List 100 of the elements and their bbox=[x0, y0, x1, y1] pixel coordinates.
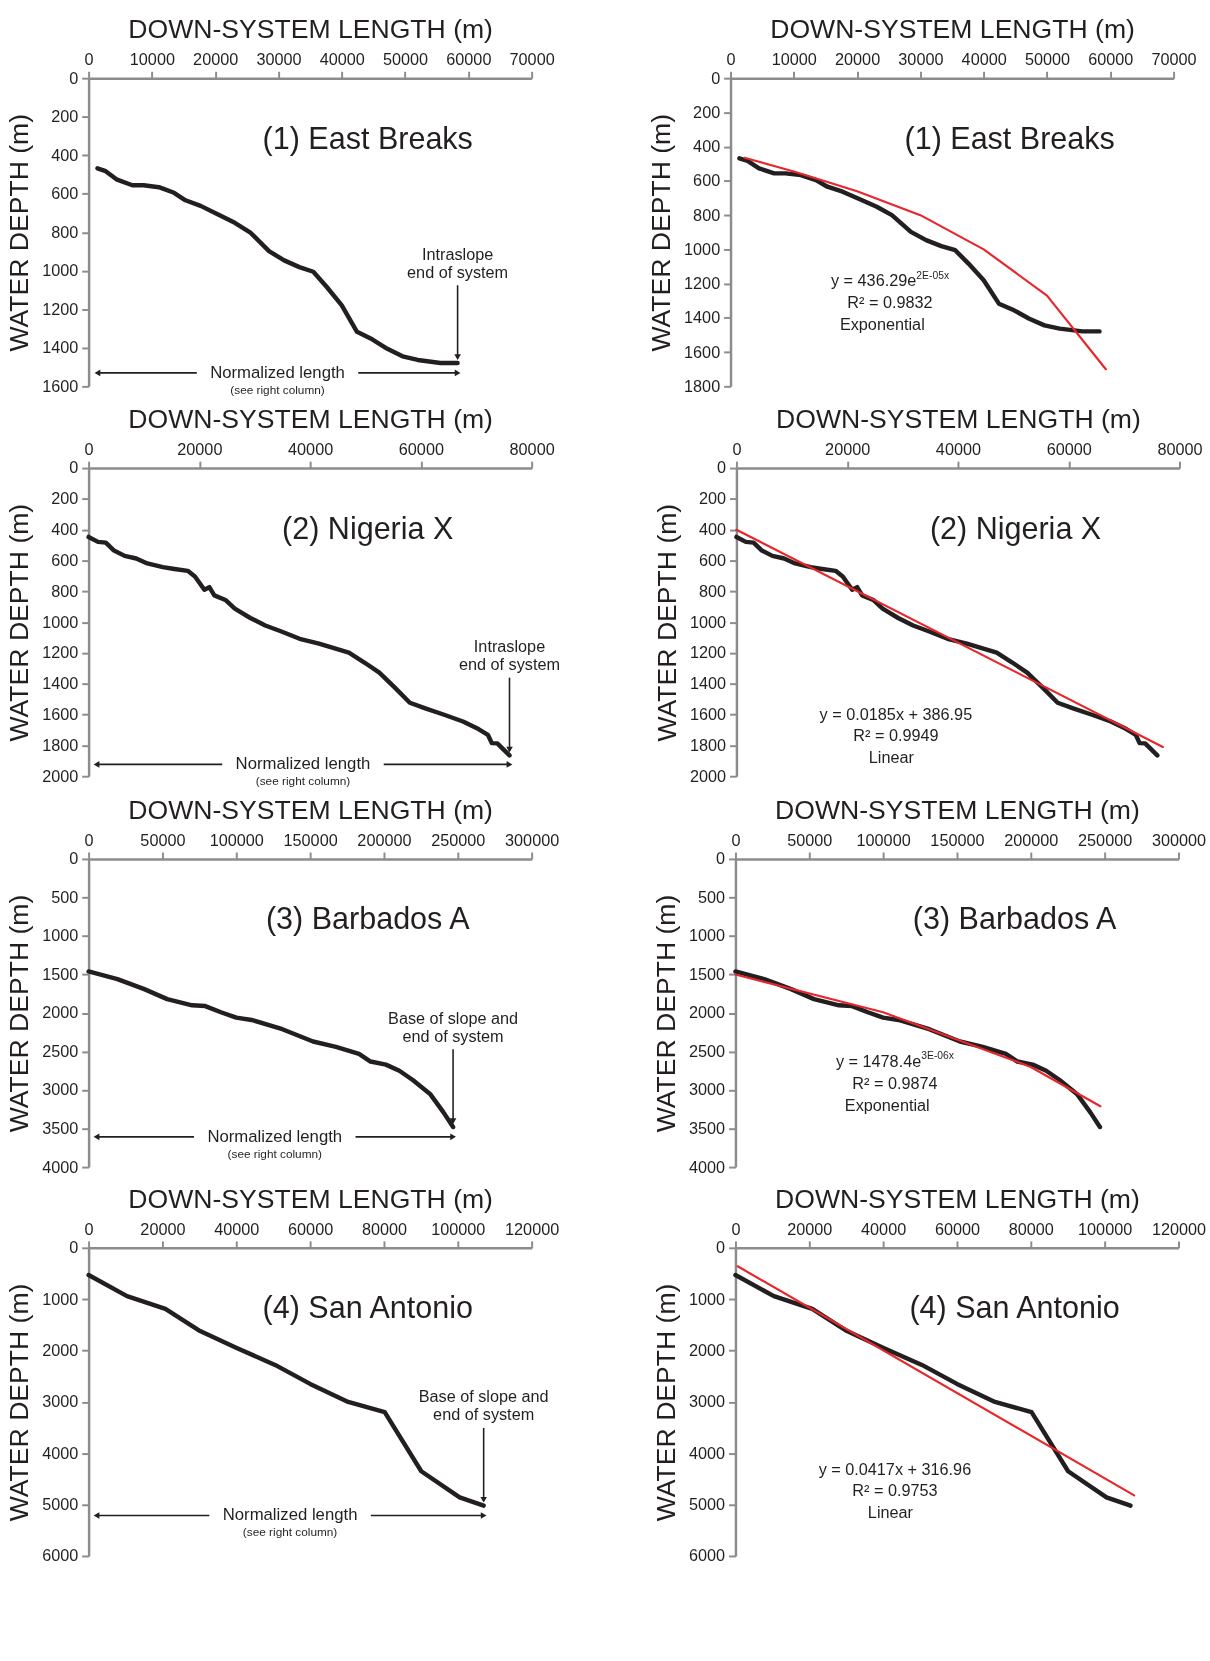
y-tick-label: 0 bbox=[716, 849, 726, 868]
y-tick-label: 1600 bbox=[684, 342, 721, 361]
y-tick-label: 1200 bbox=[684, 274, 721, 293]
y-tick-label: 0 bbox=[69, 458, 79, 477]
y-tick-label: 600 bbox=[699, 550, 727, 569]
y-tick-label: 2000 bbox=[688, 1340, 726, 1359]
y-tick-label: 1400 bbox=[684, 308, 721, 327]
x-tick-label: 120000 bbox=[505, 1219, 560, 1238]
x-tick-label: 300000 bbox=[1151, 830, 1207, 849]
x-tick-label: 20000 bbox=[787, 1219, 833, 1238]
annotation: Exponential bbox=[844, 1095, 930, 1114]
x-tick-label: 20000 bbox=[835, 49, 881, 68]
y-tick-label: 1400 bbox=[42, 338, 79, 357]
annotation: Intraslope end of system bbox=[407, 244, 509, 281]
annotation: Normalized length bbox=[235, 754, 371, 774]
annotation: Linear bbox=[868, 747, 915, 766]
x-tick-label: 80000 bbox=[509, 439, 555, 458]
y-axis-title: WATER DEPTH (m) bbox=[651, 1283, 682, 1522]
y-tick-label: 800 bbox=[693, 205, 721, 224]
x-tick-label: 0 bbox=[84, 830, 94, 849]
x-tick-label: 150000 bbox=[283, 830, 338, 849]
x-tick-label: 80000 bbox=[1157, 439, 1203, 458]
x-tick-label: 60000 bbox=[398, 439, 444, 458]
y-tick-label: 0 bbox=[69, 849, 79, 868]
y-tick-label: 1000 bbox=[42, 612, 79, 631]
y-tick-label: 800 bbox=[699, 581, 727, 600]
y-tick-label: 200 bbox=[51, 107, 79, 126]
x-tick-label: 120000 bbox=[1151, 1219, 1207, 1238]
annotation: Base of slope and end of system bbox=[418, 1387, 549, 1424]
text: (2) Nigeria X bbox=[929, 510, 1102, 546]
x-tick-label: 70000 bbox=[509, 49, 555, 68]
y-tick-label: 1000 bbox=[42, 1289, 79, 1308]
x-tick-label: 250000 bbox=[1078, 830, 1133, 849]
x-tick-label: 200000 bbox=[357, 830, 412, 849]
x-tick-label: 60000 bbox=[288, 1219, 334, 1238]
x-tick-label: 60000 bbox=[446, 49, 492, 68]
x-tick-label: 20000 bbox=[825, 439, 871, 458]
y-tick-label: 1200 bbox=[42, 643, 79, 662]
x-tick-label: 20000 bbox=[177, 439, 223, 458]
y-tick-label: 1800 bbox=[689, 735, 727, 754]
x-tick-label: 300000 bbox=[505, 830, 560, 849]
annotation: Base of slope and end of system bbox=[388, 1008, 519, 1045]
x-tick-label: 60000 bbox=[1046, 439, 1092, 458]
annotation: (see right column) bbox=[227, 1146, 323, 1161]
text: (1) East Breaks bbox=[262, 120, 473, 156]
y-tick-label: 200 bbox=[699, 489, 727, 508]
annotation: R² = 0.9832 bbox=[847, 293, 933, 312]
text: (4) San Antonio bbox=[909, 1290, 1120, 1326]
y-axis-title: WATER DEPTH (m) bbox=[652, 503, 683, 742]
y-tick-label: 500 bbox=[698, 887, 726, 906]
annotation: (see right column) bbox=[230, 382, 325, 397]
annotation: Exponential bbox=[839, 314, 925, 333]
y-tick-label: 3500 bbox=[42, 1118, 79, 1137]
x-tick-label: 20000 bbox=[193, 49, 239, 68]
y-tick-label: 4000 bbox=[42, 1443, 79, 1462]
y-tick-label: 0 bbox=[711, 68, 721, 87]
x-tick-label: 30000 bbox=[256, 49, 302, 68]
y-axis-title: WATER DEPTH (m) bbox=[4, 113, 35, 352]
x-tick-label: 10000 bbox=[771, 49, 817, 68]
x-tick-label: 150000 bbox=[930, 830, 985, 849]
x-tick-label: 40000 bbox=[214, 1219, 260, 1238]
x-tick-label: 100000 bbox=[1078, 1219, 1133, 1238]
y-tick-label: 3000 bbox=[688, 1080, 726, 1099]
x-tick-label: 0 bbox=[731, 1219, 741, 1238]
x-tick-label: 40000 bbox=[961, 49, 1007, 68]
x-tick-label: 0 bbox=[731, 830, 741, 849]
y-tick-label: 1000 bbox=[688, 926, 726, 945]
y-tick-label: 1200 bbox=[42, 299, 79, 318]
y-tick-label: 4000 bbox=[42, 1157, 79, 1176]
x-tick-label: 0 bbox=[84, 1219, 94, 1238]
y-axis-title: WATER DEPTH (m) bbox=[4, 1283, 35, 1522]
y-tick-label: 1600 bbox=[42, 705, 79, 724]
y-tick-label: 2000 bbox=[42, 1003, 79, 1022]
x-tick-label: 0 bbox=[84, 439, 94, 458]
y-tick-label: 4000 bbox=[688, 1443, 726, 1462]
y-tick-label: 5000 bbox=[42, 1495, 79, 1514]
y-tick-label: 800 bbox=[51, 222, 79, 241]
y-tick-label: 0 bbox=[69, 1238, 79, 1257]
y-tick-label: 200 bbox=[693, 102, 721, 121]
y-tick-label: 4000 bbox=[688, 1157, 726, 1176]
y-axis-title: WATER DEPTH (m) bbox=[4, 503, 35, 742]
y-tick-label: 3500 bbox=[688, 1118, 726, 1137]
x-tick-label: 20000 bbox=[140, 1219, 186, 1238]
text: (1) East Breaks bbox=[904, 120, 1115, 156]
y-tick-label: 5000 bbox=[688, 1495, 726, 1514]
x-tick-label: 0 bbox=[84, 49, 94, 68]
y-tick-label: 0 bbox=[69, 68, 79, 87]
x-tick-label: 50000 bbox=[1024, 49, 1071, 68]
x-tick-label: 50000 bbox=[787, 830, 833, 849]
annotation: Normalized length bbox=[207, 1126, 343, 1146]
annotation: R² = 0.9874 bbox=[852, 1073, 938, 1092]
y-tick-label: 2500 bbox=[688, 1041, 726, 1060]
y-tick-label: 3000 bbox=[42, 1392, 79, 1411]
x-tick-label: 100000 bbox=[431, 1219, 486, 1238]
y-tick-label: 400 bbox=[51, 145, 79, 164]
y-tick-label: 3000 bbox=[42, 1080, 79, 1099]
annotation: (see right column) bbox=[242, 1525, 338, 1540]
y-tick-label: 600 bbox=[51, 184, 79, 203]
y-tick-label: 800 bbox=[51, 581, 79, 600]
y-tick-label: 2000 bbox=[42, 1340, 79, 1359]
